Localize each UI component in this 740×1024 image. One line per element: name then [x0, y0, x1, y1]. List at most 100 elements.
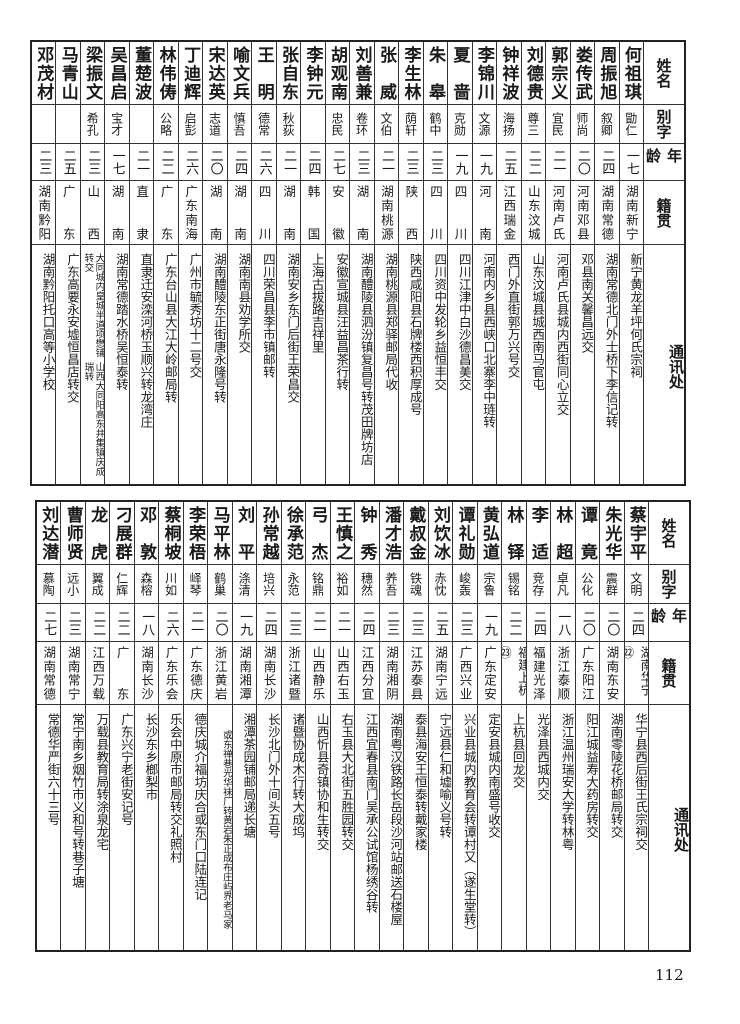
address-cell: 湖南南县劝学所交: [236, 253, 252, 353]
origin-text: 湖南: [109, 185, 125, 240]
age-cell: 二四: [595, 144, 619, 181]
origin-cell: 湖南宁远: [428, 642, 453, 705]
address-cell: 常德华严街六十三号: [45, 713, 61, 826]
origin-text: 广东: [114, 646, 130, 700]
name-cell: 王慎之: [330, 502, 355, 565]
address-cell: 湖南零陵花桥邮局转交: [608, 713, 624, 838]
origin-cell: 湖南: [203, 181, 227, 245]
name-cell: 夏啬: [448, 42, 472, 105]
age-cell: 二三: [423, 144, 448, 181]
person-column: 董楚波 二一 直隶 直隶迁安滦河桥玉顺兴转龙湾庄: [128, 42, 154, 484]
name-cell: 郭宗义: [546, 42, 570, 105]
origin-cell: 湖南桃源: [374, 181, 399, 245]
origin-text: 湖南常宁: [65, 646, 81, 700]
name-cell: 潘才浩: [379, 502, 404, 565]
name-cell: 林伟俦: [154, 42, 178, 105]
address-cell: 诸暨协成木行转大成坞: [290, 713, 306, 838]
age-cell: 二一: [276, 144, 301, 181]
alias-cell: 裕如: [330, 565, 355, 604]
origin-cell: 湖南华宁㉒: [624, 642, 649, 705]
age-cell: 二六: [178, 144, 203, 181]
alias-cell: 铁魂: [404, 565, 428, 604]
name-cell: 董楚波: [129, 42, 154, 105]
name-text: 娄传武: [571, 46, 592, 100]
alias-cell: 忠民: [325, 105, 350, 144]
age-cell: 二二: [521, 144, 546, 181]
origin-cell: 广东: [154, 181, 178, 245]
age-cell: 二〇: [575, 604, 600, 642]
age-cell: 二三: [80, 144, 105, 181]
name-text: 何祖琪: [620, 46, 641, 100]
age-cell: 二三: [350, 144, 374, 181]
origin-text: 江苏泰县: [408, 646, 424, 700]
origin-text: 湖南新宁: [623, 185, 639, 240]
alias-cell: 慎吾: [227, 105, 252, 144]
person-column: 王慎之 裕如 二一 山西右玉 右玉县大北街五胜园转交: [329, 502, 355, 950]
name-cell: 胡观南: [325, 42, 350, 105]
name-text: 梁振文: [82, 46, 103, 100]
origin-text: 陕西: [403, 185, 419, 240]
origin-cell: 湖南: [276, 181, 301, 245]
age-cell: 二二: [110, 604, 134, 642]
person-column: 李钟元 二四 韩国 上海古拔路吉祥里: [300, 42, 325, 484]
alias-cell: 文明: [624, 565, 649, 604]
age-cell: 二四: [301, 144, 325, 181]
address-cell: 湖南黔阳托口高等小学校: [40, 253, 56, 391]
alias-cell: 勖仁: [619, 105, 644, 144]
alias-cell: 永范: [281, 565, 306, 604]
age-cell: 二六: [159, 604, 183, 642]
person-column: 龙虎 翼成 二二 江西万载 万载县教育局转涂泉龙宅: [84, 502, 110, 950]
name-cell: 李锦川: [472, 42, 497, 105]
person-column: 周振旭 叙卿 二四 湖南常德 湖南常德北门外士桥下李信记转: [594, 42, 619, 484]
name-cell: 钟秀: [355, 502, 379, 565]
name-cell: 何祖琪: [619, 42, 644, 105]
address-cell: 湘潭茶园铺邮局递长塘: [241, 713, 257, 838]
header-age: 年龄: [649, 604, 689, 642]
address-cell: 西门外直街郭万兴号交: [505, 253, 521, 378]
header-column: 姓名 别字 年龄 籍贯 通讯处: [648, 502, 689, 950]
origin-text: 山西静乐: [310, 646, 326, 700]
person-column: 娄传武 师尚 二〇 河南邓县 邓县南关馨昌远交: [569, 42, 595, 484]
origin-cell: 河南邓县: [570, 181, 595, 245]
origin-text: 福建上杭㉓: [502, 646, 526, 696]
address-cell: 广东高要永安墟恒昌店转交: [64, 253, 80, 403]
origin-text: 广东: [158, 185, 174, 240]
name-cell: 刘平: [232, 502, 257, 565]
name-cell: 喻文兵: [227, 42, 252, 105]
address-cell: 浙江温州瑞安大学转林粤: [559, 713, 575, 851]
name-text: 李生林: [400, 46, 421, 100]
name-text: 邓茂材: [33, 46, 54, 100]
person-column: 马平林 鹤巢 二〇 浙江黄岩 黄岩朱正成布庄屿界老马家 或东禅巷光华袜厂转: [207, 502, 232, 950]
name-text: 龙虎: [87, 506, 108, 560]
name-text: 马平林: [209, 506, 230, 560]
name-cell: 谭竟: [575, 502, 600, 565]
header-name: 姓名: [649, 502, 689, 565]
origin-text: 湖南常德: [599, 185, 615, 240]
person-column: 张威 文伯 二一 湖南桃源 湖南桃源县郑驿邮局代收: [373, 42, 399, 484]
origin-text: 福建光泽: [530, 646, 546, 700]
name-text: 刘平: [234, 506, 255, 560]
age-cell: 一七: [105, 144, 129, 181]
alias-cell: 峻轰: [453, 565, 477, 604]
origin-text: 广东: [60, 185, 76, 240]
alias-cell: 涤清: [232, 565, 257, 604]
name-text: 蔡桐坡: [160, 506, 181, 560]
person-column: 梁振文 希孔 二三 山西 山西大同阳高东井集镇庆成瑞转 大同城内皇城半道项懋铺转交: [79, 42, 105, 484]
origin-cell: 广东乐会: [159, 642, 183, 705]
name-cell: 王明: [252, 42, 276, 105]
name-cell: 戴叔金: [404, 502, 428, 565]
origin-text: 湖南长沙: [139, 646, 155, 700]
name-cell: 朱光华: [600, 502, 624, 565]
origin-cell: 湖南长沙: [134, 642, 159, 705]
name-text: 朱光华: [601, 506, 622, 560]
alias-cell: 尊三: [521, 105, 546, 144]
name-cell: 蔡桐坡: [159, 502, 183, 565]
alias-cell: 希孔: [80, 105, 105, 144]
alias-cell: 秋荻: [276, 105, 301, 144]
origin-text: 江西万载: [90, 646, 106, 700]
origin-text: 山西: [85, 185, 101, 240]
alias-cell: 翼成: [85, 565, 110, 604]
alias-cell: 公化: [575, 565, 600, 604]
origin-cell: 山西: [80, 181, 105, 245]
name-text: 夏啬: [449, 46, 470, 100]
